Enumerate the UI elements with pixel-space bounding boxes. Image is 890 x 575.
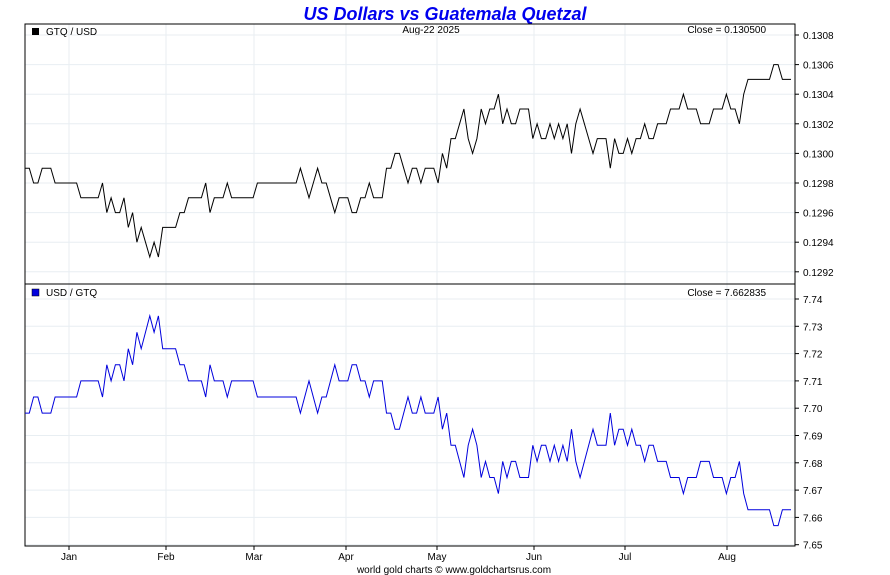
gtq-usd-y-tick-label: 0.1304 (803, 90, 834, 101)
gtq-usd-y-tick-label: 0.1306 (803, 61, 834, 72)
gtq-usd-y-tick-label: 0.1296 (803, 209, 834, 220)
panel-gtq-usd: GTQ / USD Close = 0.130500 0.13080.13060… (24, 23, 834, 285)
gtq-usd-y-tick-label: 0.1300 (803, 149, 834, 160)
usd-gtq-frame (24, 283, 796, 547)
gtq-usd-close-label: Close = 0.130500 (687, 25, 766, 36)
chart-title: US Dollars vs Guatemala Quetzal (303, 4, 587, 24)
footer-credit: world gold charts © www.goldchartsrus.co… (356, 565, 551, 575)
month-label: Jul (619, 552, 632, 563)
gtq-usd-legend-label: GTQ / USD (46, 27, 97, 38)
usd-gtq-y-tick-label: 7.69 (803, 432, 823, 443)
month-label: Feb (157, 552, 175, 563)
gtq-usd-y-tick-label: 0.1294 (803, 238, 834, 249)
usd-gtq-y-tick-label: 7.74 (803, 295, 823, 306)
usd-gtq-y-tick-label: 7.65 (803, 541, 823, 552)
usd-gtq-legend-label: USD / GTQ (46, 288, 97, 299)
usd-gtq-y-tick-label: 7.70 (803, 404, 823, 415)
usd-gtq-close-label: Close = 7.662835 (687, 288, 766, 299)
date-label: Aug-22 2025 (402, 25, 460, 36)
usd-gtq-y-tick-label: 7.71 (803, 377, 823, 388)
usd-gtq-grid (25, 284, 795, 546)
usd-gtq-y-tick-label: 7.66 (803, 513, 823, 524)
month-label: Apr (338, 552, 354, 563)
gtq-usd-legend-swatch (32, 28, 39, 35)
month-label: Mar (245, 552, 263, 563)
usd-gtq-y-tick-label: 7.73 (803, 322, 823, 333)
usd-gtq-y-tick-label: 7.67 (803, 486, 823, 497)
usd-gtq-series-line (25, 313, 791, 527)
gtq-usd-y-tick-label: 0.1298 (803, 179, 834, 190)
usd-gtq-legend-swatch (31, 288, 40, 297)
gtq-usd-y-ticks: 0.1308 0.1306 0.1304 0.1302 0.1300 0.1298 0.12… (795, 31, 834, 279)
gtq-usd-series-line (25, 64, 791, 259)
month-label: Jun (526, 552, 542, 563)
panel-usd-gtq: USD / GTQ Close = 7.662835 7.747.737.727… (24, 283, 823, 552)
month-label: Jan (61, 552, 77, 563)
gtq-usd-grid (25, 24, 795, 284)
month-label: Aug (718, 552, 736, 563)
gtq-usd-y-tick-label: 0.1308 (803, 31, 834, 42)
usd-gtq-y-tick-label: 7.68 (803, 459, 823, 470)
usd-gtq-y-ticks: 7.74 7.73 7.72 7.71 7.70 7.69 7.68 7.67 7.66 7.65 (795, 295, 823, 552)
usd-gtq-y-tick-label: 7.72 (803, 350, 823, 361)
month-label: May (428, 552, 447, 563)
gtq-usd-frame (24, 23, 796, 285)
gtq-usd-y-tick-label: 0.1292 (803, 268, 834, 279)
gtq-usd-y-tick-label: 0.1302 (803, 120, 834, 131)
x-axis-months: Jan Feb Mar Apr May Jun Jul Aug (61, 546, 736, 563)
